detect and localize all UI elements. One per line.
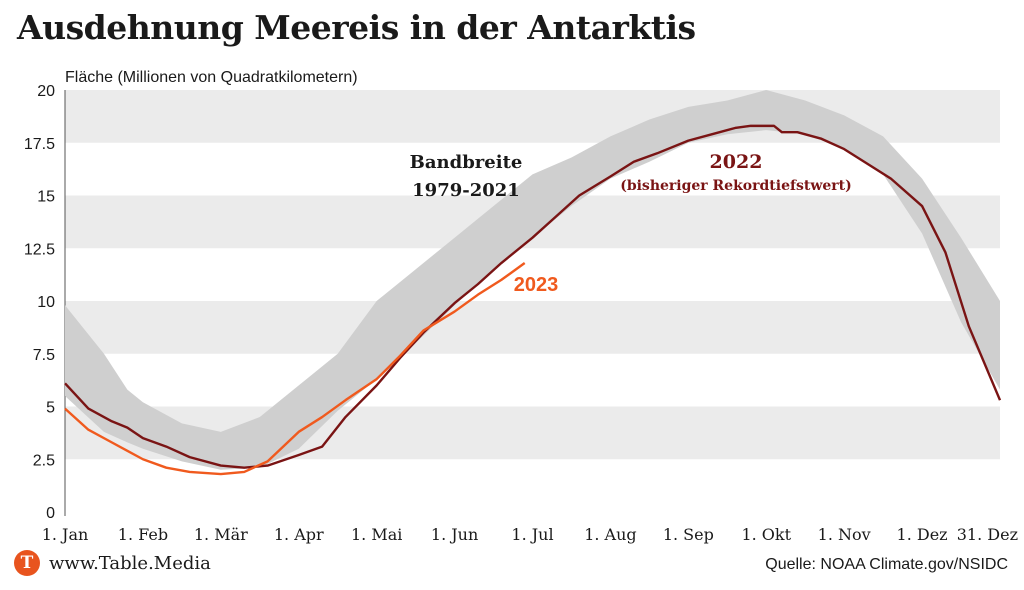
table-media-logo-icon: T [14, 550, 40, 576]
y-tick-label: 5 [46, 400, 55, 417]
y-tick-label: 20 [37, 83, 55, 100]
series-line-2023 [64, 262, 526, 476]
range-band-1979-2021 [65, 90, 1000, 470]
x-tick-label: 1. Jan [42, 525, 89, 544]
y-tick-label: 10 [37, 294, 55, 311]
y-axis-label: Fläche (Millionen von Quadratkilometern) [65, 69, 358, 86]
site-link[interactable]: www.Table.Media [49, 552, 211, 574]
x-tick-label: 1. Aug [584, 525, 636, 544]
series-line-2022 [64, 124, 1002, 469]
x-tick-label: 1. Dez [897, 525, 948, 544]
band-label-line1: Bandbreite [410, 152, 523, 173]
series-sublabel-2022: (bisheriger Rekordtiefstwert) [620, 178, 852, 194]
y-tick-label: 17.5 [24, 136, 55, 153]
y-tick-label: 0 [46, 505, 55, 522]
y-tick-label: 7.5 [33, 347, 55, 364]
x-tick-label: 1. Jul [511, 525, 553, 544]
band-label-line2: 1979-2021 [412, 180, 520, 201]
x-tick-label: 1. Nov [818, 525, 871, 544]
chart-title: Ausdehnung Meereis in der Antarktis [17, 8, 696, 47]
x-tick-label: 1. Okt [741, 525, 791, 544]
x-tick-label: 1. Jun [431, 525, 478, 544]
x-tick-label: 31. Dez [957, 525, 1018, 544]
source-note: Quelle: NOAA Climate.gov/NSIDC [765, 556, 1008, 573]
x-tick-label: 1. Mär [194, 525, 248, 544]
x-tick-label: 1. Sep [663, 525, 714, 544]
x-tick-label: 1. Apr [274, 525, 324, 544]
grid-stripe [65, 301, 1000, 354]
y-tick-label: 12.5 [24, 241, 55, 258]
y-tick-label: 2.5 [33, 452, 55, 469]
footer-brand[interactable]: T www.Table.Media [14, 550, 211, 576]
x-tick-label: 1. Feb [118, 525, 168, 544]
x-tick-label: 1. Mai [351, 525, 402, 544]
y-tick-label: 15 [37, 189, 55, 206]
series-label-2022: 2022 [710, 151, 763, 173]
series-label-2023: 2023 [514, 274, 559, 296]
